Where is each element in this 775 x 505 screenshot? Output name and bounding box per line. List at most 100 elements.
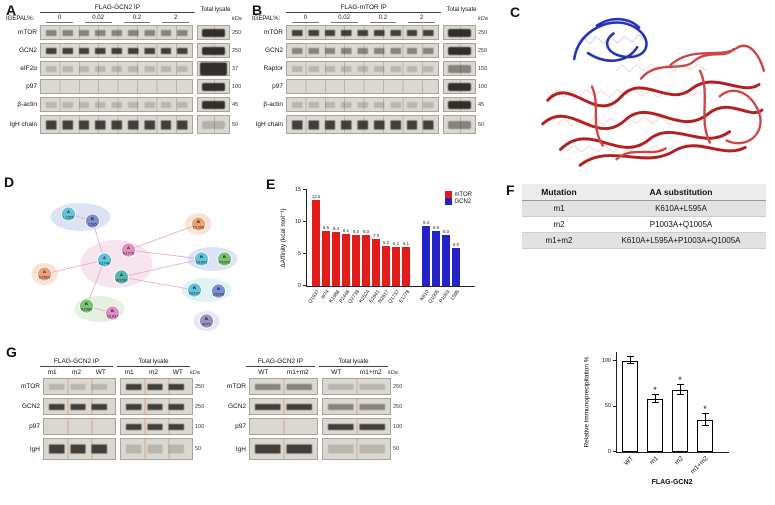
svg-text:B: B bbox=[223, 254, 226, 259]
blot-image-ip bbox=[43, 438, 116, 460]
panel-g: G FLAG-GCN2 IP Total lysate m1 m2 WT m1 … bbox=[6, 344, 774, 504]
legend-label: mTOR bbox=[454, 191, 472, 198]
blot-row-igh: IgH 50 bbox=[220, 438, 408, 460]
bar-column: 6.0 L595 bbox=[450, 242, 461, 302]
blot-row-label: p97 bbox=[29, 423, 40, 430]
y-tick-label: 50 bbox=[604, 403, 611, 410]
blot-image-lysate bbox=[443, 115, 476, 134]
bar bbox=[332, 232, 340, 286]
bar-value-label: 8.0 bbox=[353, 228, 359, 234]
blot-image-ip bbox=[249, 398, 318, 415]
panel-g-blotset-1: FLAG-GCN2 IP Total lysate m1 m2 WT m1 m2… bbox=[14, 358, 210, 463]
svg-text:Q2198: Q2198 bbox=[213, 293, 224, 297]
panel-b-blotset: FLAG-mTOR IP Total lysate IGEPAL%: 0 0.0… bbox=[252, 4, 492, 134]
aa-substitution-column-header: AA substitution bbox=[596, 184, 766, 201]
svg-text:A: A bbox=[120, 272, 123, 277]
blot-row-label: GCN2 bbox=[21, 403, 40, 410]
blot-row-mtor: mTOR 250 bbox=[6, 25, 246, 40]
igepal-conc: 0 bbox=[46, 15, 73, 23]
kda-marker: 45 bbox=[232, 101, 239, 108]
blot-row-label: IgH chain bbox=[9, 121, 37, 128]
y-tick: 50 bbox=[605, 403, 617, 409]
lane-label: WT bbox=[331, 369, 342, 376]
panel-e: E ΔAffinity (kcal mol⁻¹) 0 5 10 15 13.4 Q1937 8… bbox=[266, 176, 502, 338]
svg-text:L595: L595 bbox=[88, 223, 96, 227]
bar-value-label: 8.6 bbox=[323, 224, 329, 230]
y-tick-label: 15 bbox=[294, 186, 301, 193]
kda-unit: kDa bbox=[388, 370, 398, 376]
bar-column: 8.1 P2446 bbox=[338, 228, 351, 304]
blot-image-lysate bbox=[197, 115, 230, 134]
blot-image-lysate bbox=[443, 25, 476, 40]
bar-column: 13.4 Q1937 bbox=[307, 194, 321, 304]
svg-text:E2663: E2663 bbox=[39, 276, 50, 280]
table-header-row: Mutation AA substitution bbox=[522, 184, 766, 201]
bar-value-label: 8.6 bbox=[433, 224, 439, 230]
y-tick: 0 bbox=[608, 449, 617, 455]
kda-marker: 250 bbox=[232, 29, 242, 36]
x-tick-label: WT bbox=[622, 455, 635, 468]
x-tick-label: m1+m2 bbox=[689, 455, 710, 476]
blot-image-lysate bbox=[197, 61, 230, 76]
bar-column: * m2 bbox=[672, 375, 688, 466]
blot-image-ip bbox=[40, 97, 193, 112]
ip-header: FLAG-mTOR IP bbox=[286, 4, 441, 13]
x-tick-label: m2 bbox=[673, 455, 685, 467]
svg-text:K1986: K1986 bbox=[81, 308, 92, 312]
svg-text:B: B bbox=[217, 286, 220, 291]
panel-g-blotset-2: FLAG-GCN2 IP Total lysate WT m1+m2 WT m1… bbox=[220, 358, 408, 463]
mutation-cell: m1 bbox=[522, 200, 596, 217]
bar-value-label: 13.4 bbox=[311, 194, 321, 200]
blot-image-lysate bbox=[322, 378, 391, 395]
blot-row-gcn2: GCN2 250 bbox=[14, 398, 210, 415]
blot-image-ip bbox=[286, 79, 439, 94]
panel-e-label: E bbox=[266, 176, 276, 192]
y-tick-label: 0 bbox=[297, 282, 301, 289]
significance-asterisk: * bbox=[703, 403, 707, 414]
lysate-header: Total lysate bbox=[117, 359, 190, 367]
bar-group: 13.4 Q1937 8.6 I974 8.4 K1986 8.1 P2446 8.0 Q2738… bbox=[307, 194, 411, 304]
lane-label: WT bbox=[172, 369, 183, 376]
svg-text:B: B bbox=[205, 316, 208, 321]
lane-labels: m1 m2 WT m1 m2 WT kDa bbox=[14, 369, 210, 376]
ip-header: FLAG-GCN2 IP bbox=[40, 4, 195, 13]
panel-f-label: F bbox=[506, 182, 515, 198]
blot-image-ip bbox=[43, 378, 116, 395]
igepal-row: IGEPAL%: 0 0.02 0.2 2 kDa bbox=[252, 15, 492, 23]
blot-image-lysate bbox=[443, 79, 476, 94]
legend-swatch bbox=[445, 191, 453, 198]
kda-marker: 50 bbox=[195, 446, 202, 452]
blot-image-ip bbox=[249, 438, 318, 460]
blot-row-label: p97 bbox=[235, 423, 246, 430]
blot-row-label: mTOR bbox=[263, 29, 283, 36]
svg-text:4075: 4075 bbox=[202, 323, 210, 327]
panel-g-label: G bbox=[6, 344, 17, 360]
bar-value-label: 6.1 bbox=[403, 240, 409, 246]
ip-header: FLAG-GCN2 IP bbox=[246, 358, 315, 367]
chart-legend: mTOR GCN2 bbox=[445, 191, 472, 205]
y-tick: 5 bbox=[298, 251, 307, 257]
blot-row-label: β-actin bbox=[17, 101, 37, 108]
ip-lane-labels: m1 m2 WT bbox=[40, 369, 113, 376]
kda-marker: 250 bbox=[195, 383, 205, 390]
igepal-conc: 2 bbox=[162, 15, 189, 23]
bar-column: 8.6 I974 bbox=[320, 225, 330, 300]
svg-text:D1068: D1068 bbox=[193, 226, 204, 230]
affinity-bar-chart: ΔAffinity (kcal mol⁻¹) 0 5 10 15 13.4 Q1937 8.6… bbox=[280, 187, 502, 305]
blot-image-lysate bbox=[322, 438, 391, 460]
igepal-concentrations: 0 0.02 0.2 2 bbox=[286, 15, 441, 23]
y-tick: 10 bbox=[295, 219, 307, 225]
bar-value-label: 6.1 bbox=[393, 240, 399, 246]
svg-text:Q1937: Q1937 bbox=[107, 315, 118, 319]
lane-labels: WT m1+m2 WT m1+m2 kDa bbox=[220, 369, 408, 376]
blot-row-p97: p97 100 bbox=[220, 418, 408, 435]
blot-row-gcn2: GCN2 250 bbox=[6, 43, 246, 58]
lysate-lane-labels: m1 m2 WT bbox=[117, 369, 190, 376]
lane-label: m2 bbox=[148, 369, 158, 376]
bar-column: * m1 bbox=[647, 385, 663, 466]
network-svg: A L1365 B L595 A E2663 A E1746 A E1778 A W1786 B K198… bbox=[31, 203, 238, 331]
y-tick-label: 0 bbox=[607, 448, 611, 455]
lane-label: m1+m2 bbox=[359, 369, 382, 376]
panel-c-label: C bbox=[510, 4, 521, 20]
svg-text:A: A bbox=[127, 245, 130, 250]
